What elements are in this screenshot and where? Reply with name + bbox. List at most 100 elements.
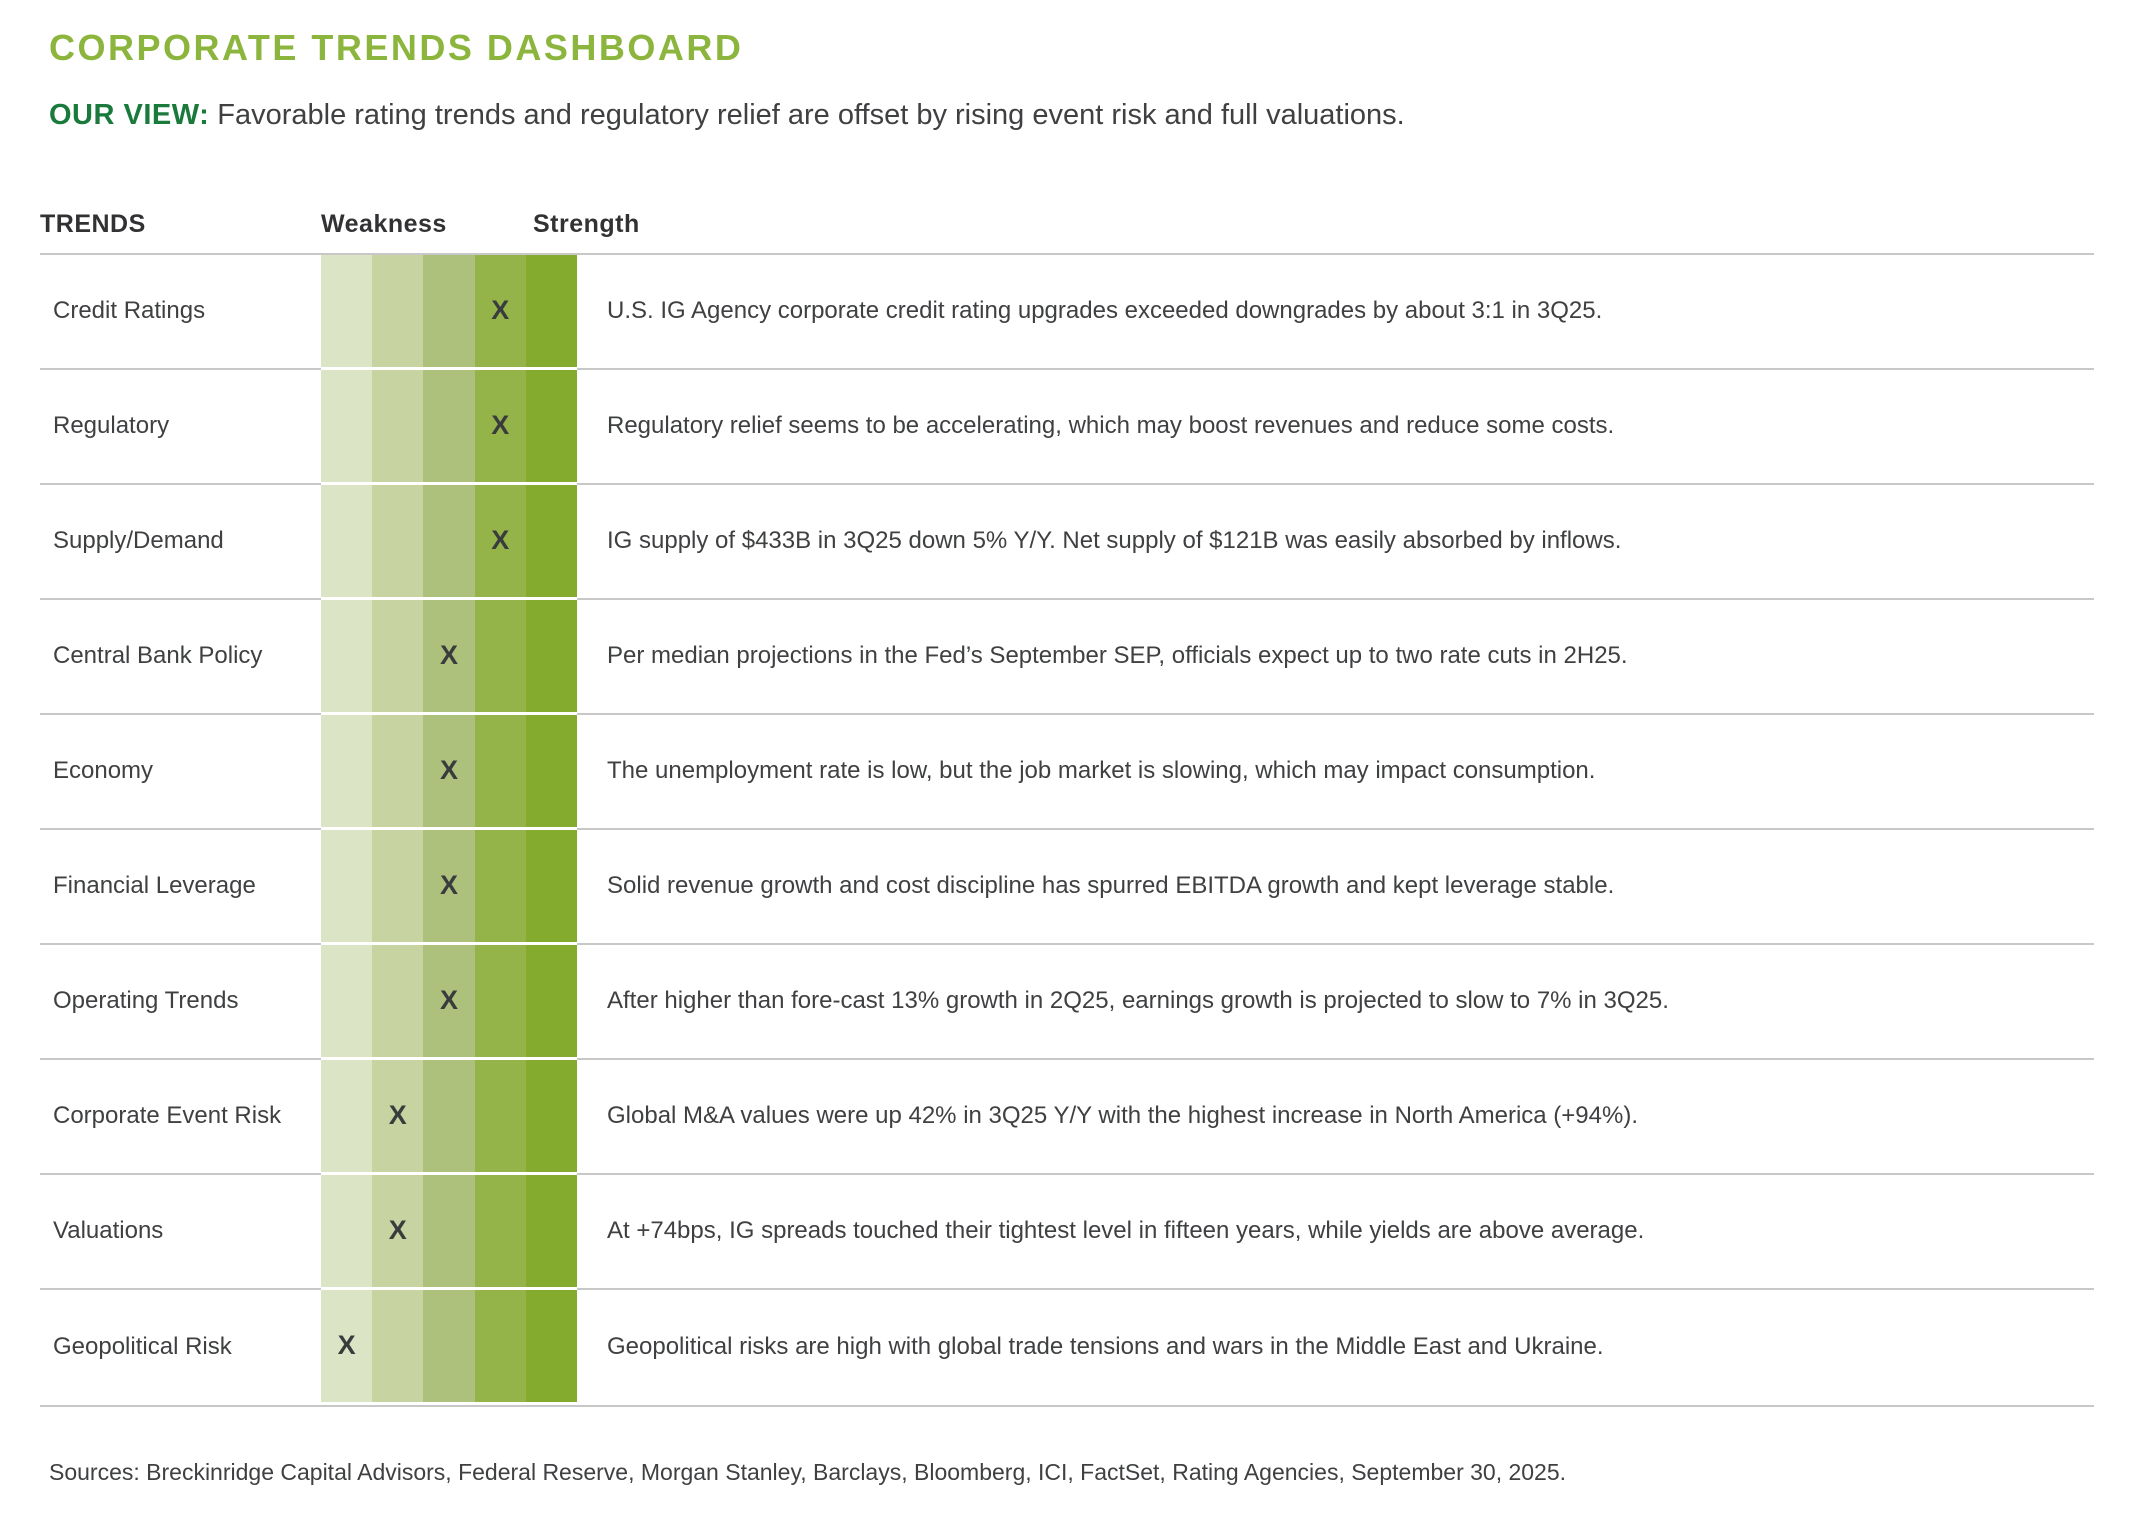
rating-scale-strip: X [321, 599, 578, 712]
rating-scale: X [321, 944, 578, 1060]
trend-description: IG supply of $433B in 3Q25 down 5% Y/Y. … [577, 485, 2094, 600]
rating-scale: X [321, 369, 578, 485]
scale-cell-level-5 [525, 1289, 578, 1402]
rating-marker: X [337, 1330, 356, 1361]
scale-cell-level-3 [423, 369, 475, 482]
scale-cell-level-5 [525, 714, 578, 827]
rating-marker: X [440, 640, 459, 671]
scale-cell-level-3 [423, 1174, 475, 1287]
scale-cell-level-4: X [474, 254, 526, 367]
scale-cell-level-2 [372, 1289, 424, 1402]
scale-cell-level-3: X [423, 714, 475, 827]
table-row: Corporate Event Risk X Global M&A values… [40, 1059, 2094, 1175]
rating-scale-strip: X [321, 714, 578, 827]
scale-cell-level-3 [423, 1059, 475, 1172]
table-header-row: TRENDS Weakness Strength [40, 203, 2094, 255]
scale-cell-level-1 [321, 599, 373, 712]
trend-label: Valuations [40, 1175, 321, 1290]
scale-cell-level-1 [321, 944, 373, 1057]
rating-marker: X [491, 410, 510, 441]
rating-marker: X [491, 525, 510, 556]
scale-cell-level-4 [474, 1289, 526, 1402]
rating-scale-strip: X [321, 1059, 578, 1172]
scale-cell-level-5 [525, 1174, 578, 1287]
scale-cell-level-4 [474, 714, 526, 827]
trend-description: At +74bps, IG spreads touched their tigh… [577, 1175, 2094, 1290]
rating-marker: X [491, 295, 510, 326]
table-row: Operating Trends X After higher than for… [40, 944, 2094, 1060]
table-row: Central Bank Policy X Per median project… [40, 599, 2094, 715]
trend-description: After higher than fore-cast 13% growth i… [577, 945, 2094, 1060]
trend-label: Geopolitical Risk [53, 1333, 232, 1361]
table-row: Financial Leverage X Solid revenue growt… [40, 829, 2094, 945]
scale-cell-level-2 [372, 829, 424, 942]
table-row: Supply/Demand X IG supply of $433B in 3Q… [40, 484, 2094, 600]
view-label: OUR VIEW: [49, 99, 210, 132]
sources-text: Sources: Breckinridge Capital Advisors, … [49, 1458, 1567, 1485]
rating-marker: X [440, 985, 459, 1016]
scale-cell-level-5 [525, 944, 578, 1057]
trends-table: TRENDS Weakness Strength Credit Ratings … [40, 203, 2094, 1407]
rating-scale: X [321, 599, 578, 715]
rating-scale: X [321, 1289, 578, 1405]
trend-label: Regulatory [40, 370, 321, 485]
scale-cell-level-4 [474, 944, 526, 1057]
rating-scale: X [321, 254, 578, 370]
scale-cell-level-2: X [372, 1059, 424, 1172]
column-header-trends: TRENDS [40, 209, 146, 238]
scale-cell-level-5 [525, 599, 578, 712]
scale-cell-level-2 [372, 254, 424, 367]
rating-scale-strip: X [321, 1289, 578, 1402]
scale-cell-level-4 [474, 829, 526, 942]
scale-cell-level-1: X [321, 1289, 373, 1402]
scale-cell-level-4 [474, 599, 526, 712]
trend-description: Regulatory relief seems to be accelerati… [577, 370, 2094, 485]
rating-marker: X [440, 870, 459, 901]
trend-label: Supply/Demand [40, 485, 321, 600]
table-row: Valuations X At +74bps, IG spreads touch… [40, 1174, 2094, 1290]
rating-marker: X [388, 1100, 407, 1131]
trend-description: Global M&A values were up 42% in 3Q25 Y/… [577, 1060, 2094, 1175]
rating-marker: X [388, 1215, 407, 1246]
column-header-weakness: Weakness [321, 209, 447, 238]
scale-cell-level-4: X [474, 369, 526, 482]
scale-cell-level-1 [321, 254, 373, 367]
rating-scale-strip: X [321, 829, 578, 942]
trend-description: Per median projections in the Fed’s Sept… [577, 600, 2094, 715]
scale-cell-level-3: X [423, 829, 475, 942]
scale-cell-level-1 [321, 829, 373, 942]
scale-cell-level-5 [525, 829, 578, 942]
scale-cell-level-3 [423, 254, 475, 367]
rating-scale-strip: X [321, 484, 578, 597]
scale-cell-level-1 [321, 1059, 373, 1172]
scale-cell-level-3: X [423, 599, 475, 712]
scale-cell-level-3: X [423, 944, 475, 1057]
scale-cell-level-5 [525, 369, 578, 482]
table-row: Geopolitical Risk X Geopolitical risks a… [40, 1289, 2094, 1405]
scale-cell-level-1 [321, 714, 373, 827]
rating-scale-strip: X [321, 1174, 578, 1287]
scale-cell-level-2 [372, 369, 424, 482]
trend-description: Geopolitical risks are high with global … [607, 1333, 1604, 1361]
rating-scale: X [321, 1174, 578, 1290]
scale-cell-level-1 [321, 1174, 373, 1287]
scale-cell-level-2 [372, 714, 424, 827]
rating-scale-strip: X [321, 369, 578, 482]
trend-label: Central Bank Policy [40, 600, 321, 715]
rating-scale: X [321, 484, 578, 600]
column-header-strength: Strength [533, 209, 640, 238]
rating-scale-strip: X [321, 944, 578, 1057]
scale-cell-level-5 [525, 1059, 578, 1172]
table-row: Regulatory X Regulatory relief seems to … [40, 369, 2094, 485]
scale-cell-level-5 [525, 484, 578, 597]
trend-description: Solid revenue growth and cost discipline… [577, 830, 2094, 945]
scale-cell-level-1 [321, 484, 373, 597]
scale-cell-level-4 [474, 1059, 526, 1172]
table-row: Credit Ratings X U.S. IG Agency corporat… [40, 254, 2094, 370]
view-statement: OUR VIEW: Favorable rating trends and reg… [49, 97, 2094, 135]
trend-label: Economy [40, 715, 321, 830]
trend-label: Operating Trends [40, 945, 321, 1060]
scale-cell-level-2: X [372, 1174, 424, 1287]
trend-label: Corporate Event Risk [40, 1060, 321, 1175]
rating-scale: X [321, 829, 578, 945]
